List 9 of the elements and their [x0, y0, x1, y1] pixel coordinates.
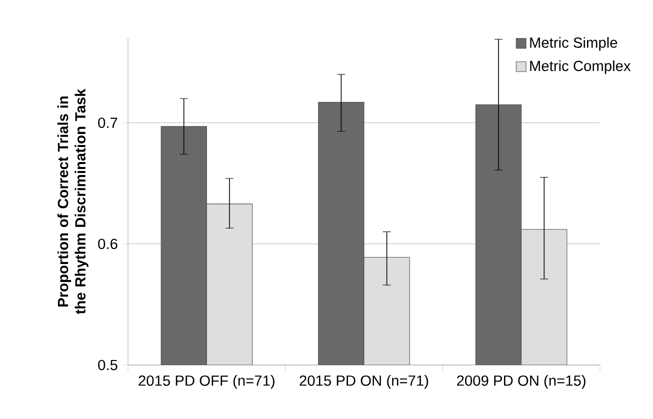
legend-label: Metric Simple [530, 37, 618, 51]
x-tick-label: 2015 PD ON (n=71) [300, 375, 428, 389]
y-tick-label: 0.5 [98, 360, 118, 370]
y-tick-label: 0.7 [98, 118, 118, 128]
x-tick-label: 2015 PD OFF (n=71) [138, 375, 274, 389]
x-tick-label: 2009 PD ON (n=15) [457, 375, 586, 389]
legend-label: Metric Complex [530, 60, 631, 74]
y-axis-title: Proportion of Correct Trials in the Rhythm Discrimination Task [57, 88, 88, 314]
y-tick-label: 0.6 [98, 238, 118, 250]
